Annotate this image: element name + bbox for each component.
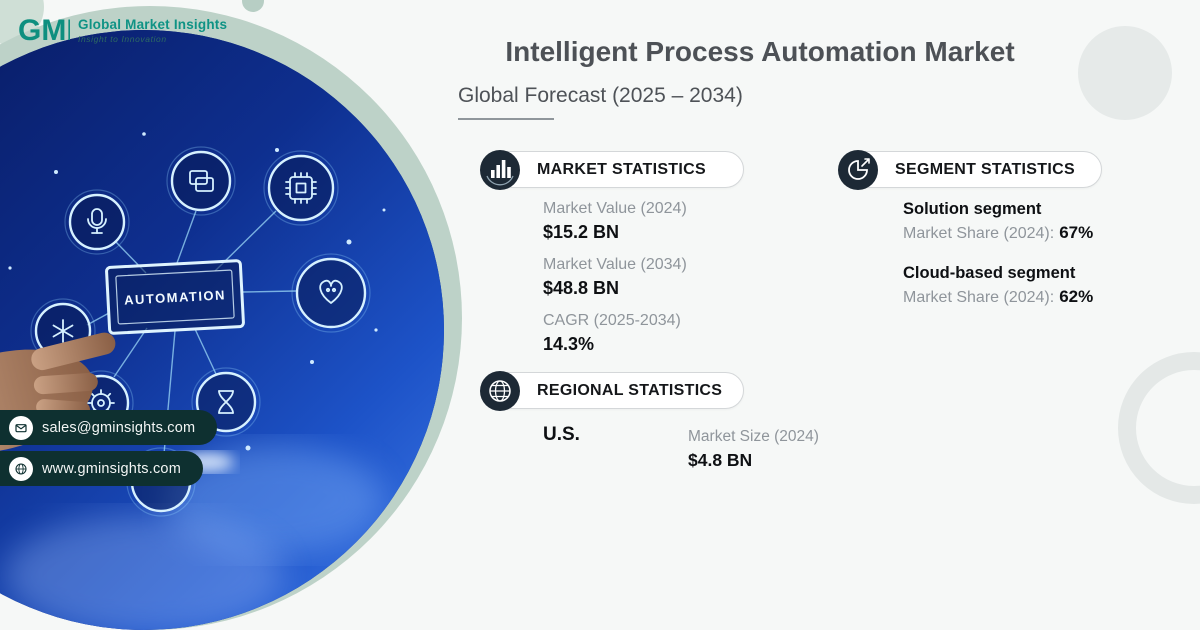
contact-email[interactable]: sales@gminsights.com — [0, 410, 218, 445]
decor-ring-bottom-right — [1118, 352, 1200, 504]
solution-segment-share: Market Share (2024): 67% — [903, 221, 1093, 246]
cloud-segment-title: Cloud-based segment — [903, 264, 1076, 282]
region-size-label: Market Size (2024) — [688, 428, 819, 445]
region-market-size: Market Size (2024) $4.8 BN — [688, 426, 819, 472]
bar-chart-globe-icon — [480, 150, 520, 190]
logo-tagline: Insight to Innovation — [78, 33, 167, 44]
globe-icon — [480, 371, 520, 411]
market-value-2024-value: $15.2 BN — [543, 222, 620, 242]
market-statistics-list: Market Value (2024) $15.2 BN Market Valu… — [543, 198, 687, 366]
segment-statistics-header: SEGMENT STATISTICS — [838, 150, 1102, 190]
microphone-icon — [64, 189, 130, 255]
globe-web-icon — [9, 456, 33, 481]
gmi-logo-text: Global Market Insights Insight to Innova… — [78, 17, 227, 44]
automation-sign: AUTOMATION — [105, 259, 245, 335]
solution-segment-title: Solution segment — [903, 200, 1042, 218]
market-value-2024-label: Market Value (2024) — [543, 200, 687, 217]
folder-icon — [166, 146, 236, 216]
envelope-icon — [9, 415, 33, 440]
cloud-share-label: Market Share (2024): — [903, 289, 1055, 306]
solution-share-label: Market Share (2024): — [903, 225, 1055, 242]
heart-circuit-icon — [291, 253, 371, 333]
region-name: U.S. — [543, 424, 580, 445]
segment-statistics-list: Solution segment Market Share (2024): 67%… — [903, 198, 1093, 326]
subtitle-underline — [458, 118, 554, 120]
contact-email-text: sales@gminsights.com — [42, 419, 196, 436]
gmi-logo-mark: GMI — [18, 14, 70, 47]
cloud-segment-share: Market Share (2024): 62% — [903, 285, 1093, 310]
automation-label: AUTOMATION — [124, 287, 227, 307]
glow-bottom — [4, 515, 284, 630]
decor-dot-top — [242, 0, 264, 12]
market-value-2034-label: Market Value (2034) — [543, 256, 687, 273]
segment-statistics-heading: SEGMENT STATISTICS — [895, 160, 1075, 178]
regional-statistics-row: U.S. — [543, 424, 580, 446]
decor-circle-top-right — [1078, 26, 1172, 120]
market-value-2034-value: $48.8 BN — [543, 278, 620, 298]
segment-item-solution: Solution segment Market Share (2024): 67% — [903, 198, 1093, 246]
gmi-logo: GMI Global Market Insights Insight to In… — [18, 12, 227, 48]
hero-automation-graphic: AUTOMATION — [0, 30, 444, 630]
pie-chart-icon — [838, 150, 878, 190]
regional-statistics-heading: REGIONAL STATISTICS — [537, 381, 723, 399]
gmi-logo-letters: GMI — [18, 14, 70, 47]
page-subtitle: Global Forecast (2025 – 2034) — [458, 84, 743, 107]
cloud-share-value: 62% — [1059, 287, 1094, 306]
contact-website[interactable]: www.gminsights.com — [0, 451, 203, 486]
solution-share-value: 67% — [1059, 223, 1094, 242]
contact-block: sales@gminsights.com www.gminsights.com — [0, 410, 218, 492]
regional-statistics-header: REGIONAL STATISTICS — [480, 371, 744, 411]
region-size-value: $4.8 BN — [688, 450, 753, 470]
hero-image: AUTOMATION — [0, 30, 444, 630]
cagr-value: 14.3% — [543, 334, 595, 354]
market-statistics-heading: MARKET STATISTICS — [537, 160, 706, 178]
logo-company-name: Global Market Insights — [78, 16, 228, 32]
market-statistics-header: MARKET STATISTICS — [480, 150, 744, 190]
page-title: Intelligent Process Automation Market — [505, 36, 1015, 67]
contact-website-text: www.gminsights.com — [42, 460, 181, 477]
segment-item-cloud: Cloud-based segment Market Share (2024):… — [903, 262, 1093, 310]
cagr-label: CAGR (2025-2034) — [543, 312, 681, 329]
chip-icon — [263, 150, 339, 226]
